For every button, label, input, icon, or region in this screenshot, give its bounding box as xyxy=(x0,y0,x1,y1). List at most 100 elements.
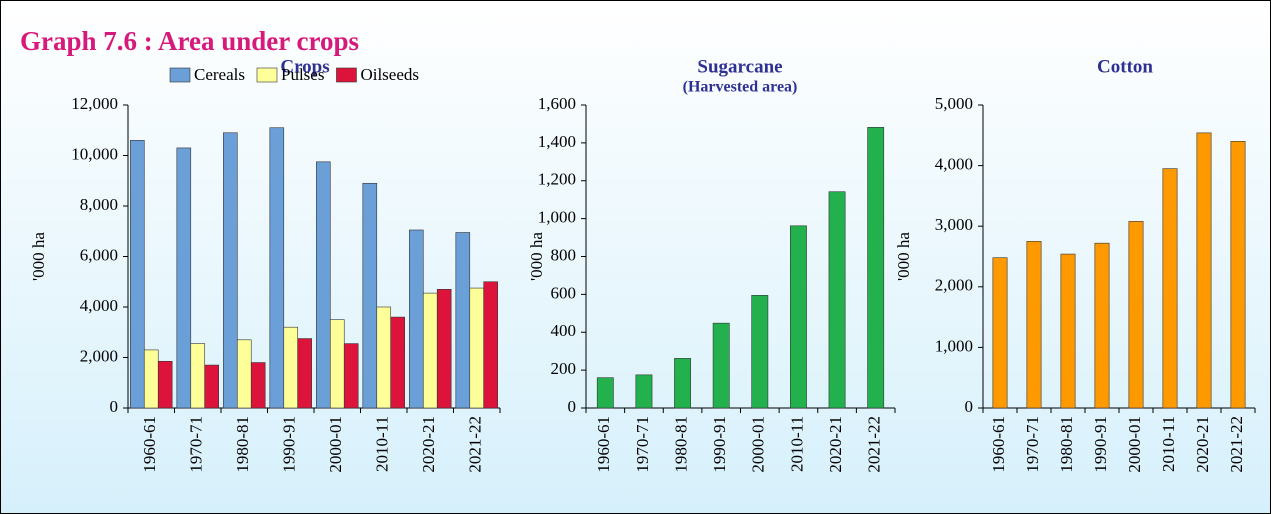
legend-label: Pulses xyxy=(281,65,324,84)
bar xyxy=(635,374,653,409)
bar xyxy=(422,292,438,409)
legend-label: Oilseeds xyxy=(360,65,419,84)
y-tick-label: 1,000 xyxy=(538,208,576,227)
x-tick-label: 2020-21 xyxy=(1193,416,1212,473)
x-tick-label: 2020-21 xyxy=(419,416,438,473)
x-tick-label: 2000-01 xyxy=(749,416,768,473)
x-tick-label: 1960-61 xyxy=(989,416,1008,473)
bar xyxy=(376,306,392,409)
y-tick-label: 0 xyxy=(965,397,974,416)
legend-swatch xyxy=(336,67,357,83)
bar xyxy=(390,316,405,409)
x-tick-label: 2000-01 xyxy=(1125,416,1144,473)
x-tick-label: 2000-01 xyxy=(326,416,345,473)
x-tick-label: 2021-22 xyxy=(466,416,485,473)
x-tick-label: 2010-11 xyxy=(1159,416,1178,472)
legend-swatch xyxy=(169,67,191,83)
bar xyxy=(316,161,331,409)
bar xyxy=(297,338,312,409)
y-tick-label: 0 xyxy=(568,397,577,416)
y-tick-label: 2,000 xyxy=(935,276,973,295)
y-axis-label: '000 ha xyxy=(894,232,913,281)
bar xyxy=(283,326,299,409)
bar xyxy=(469,287,485,409)
chart-title: Sugarcane xyxy=(697,56,782,77)
y-axis-label: '000 ha xyxy=(527,232,546,281)
x-tick-label: 1980-81 xyxy=(1057,416,1076,473)
x-tick-label: 2010-11 xyxy=(373,416,392,472)
x-tick-label: 1980-81 xyxy=(671,416,690,473)
bar xyxy=(828,191,846,409)
legend-label: Cereals xyxy=(194,65,245,84)
bar xyxy=(223,132,238,409)
x-tick-label: 1970-71 xyxy=(1023,416,1042,473)
bar xyxy=(329,319,345,409)
legend-swatch xyxy=(256,67,278,83)
x-tick-label: 1990-91 xyxy=(1091,416,1110,473)
bar xyxy=(130,140,145,409)
y-tick-label: 1,000 xyxy=(935,336,973,355)
y-tick-label: 4,000 xyxy=(80,296,118,315)
bar xyxy=(362,182,378,409)
y-tick-label: 2,000 xyxy=(80,346,118,365)
bar xyxy=(343,343,359,409)
y-tick-label: 10,000 xyxy=(71,144,118,163)
bar xyxy=(236,339,252,409)
y-tick-label: 1,400 xyxy=(538,132,576,151)
bar xyxy=(1026,241,1042,409)
y-tick-label: 0 xyxy=(110,397,119,416)
chart-subtitle: (Harvested area) xyxy=(683,79,798,96)
y-tick-label: 5,000 xyxy=(935,94,973,113)
bar xyxy=(176,147,192,409)
chart-title: Cotton xyxy=(1097,56,1153,77)
bar xyxy=(751,295,769,409)
chart-title: Crops xyxy=(280,56,329,77)
x-tick-label: 1990-91 xyxy=(280,416,299,473)
bar xyxy=(1162,168,1178,409)
bar xyxy=(143,349,159,409)
page-title: Graph 7.6 : Area under crops xyxy=(20,26,359,56)
y-tick-label: 1,600 xyxy=(538,94,576,113)
y-tick-label: 1,200 xyxy=(538,170,576,189)
bar xyxy=(436,289,452,409)
y-tick-label: 600 xyxy=(551,283,577,302)
bar xyxy=(204,364,219,409)
y-tick-label: 200 xyxy=(551,359,577,378)
y-tick-label: 800 xyxy=(551,245,577,264)
bar xyxy=(596,377,614,409)
y-tick-label: 3,000 xyxy=(935,215,973,234)
x-tick-label: 1990-91 xyxy=(710,416,729,473)
bar xyxy=(455,232,471,409)
bar xyxy=(1196,132,1212,409)
bar xyxy=(790,225,807,409)
bar xyxy=(190,343,206,409)
bar xyxy=(992,257,1008,409)
bar xyxy=(1128,221,1144,409)
y-tick-label: 400 xyxy=(551,321,577,340)
x-tick-label: 1980-81 xyxy=(233,416,252,473)
x-tick-label: 1970-71 xyxy=(187,416,206,473)
bar xyxy=(1060,253,1076,409)
y-tick-label: 6,000 xyxy=(80,245,118,264)
x-tick-label: 1960-61 xyxy=(594,416,613,473)
y-axis-label: '000 ha xyxy=(29,232,48,281)
bar xyxy=(1230,141,1246,409)
bar xyxy=(269,127,285,409)
x-tick-label: 1960-61 xyxy=(140,416,159,473)
bar xyxy=(867,127,885,409)
x-tick-label: 2021-22 xyxy=(865,416,884,473)
x-tick-label: 2010-11 xyxy=(787,416,806,472)
bar xyxy=(157,360,173,409)
y-tick-label: 4,000 xyxy=(935,155,973,174)
x-tick-label: 2021-22 xyxy=(1227,416,1246,473)
bar xyxy=(250,362,266,409)
bar xyxy=(409,229,424,409)
x-tick-label: 2020-21 xyxy=(826,416,845,473)
y-tick-label: 8,000 xyxy=(80,195,118,214)
bar xyxy=(674,358,691,409)
bar xyxy=(483,281,498,409)
x-tick-label: 1970-71 xyxy=(633,416,652,473)
